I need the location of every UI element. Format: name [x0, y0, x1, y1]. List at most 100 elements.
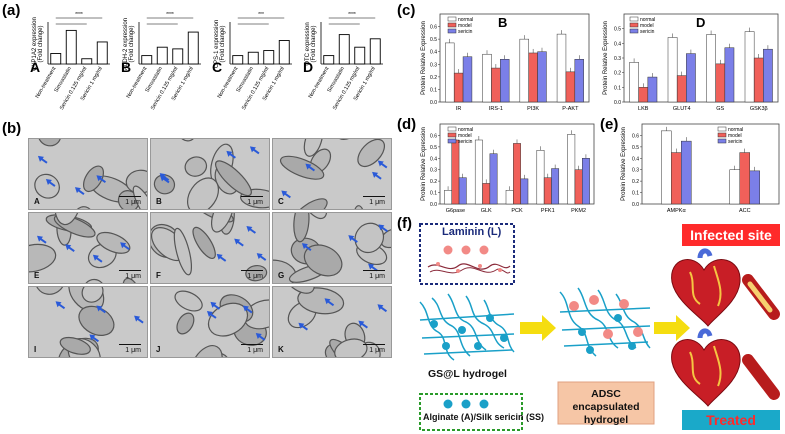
y-tick-label: 0.4	[632, 156, 639, 162]
panel-a-charts: CYP1A2 expression (Fold change)Non-treatm…	[30, 12, 383, 111]
legend-model: model	[728, 133, 742, 139]
scale-bar-label: 1 μm	[247, 273, 263, 280]
y-axis-label: Protein Relative Expression	[603, 21, 609, 95]
a-bar	[354, 46, 366, 65]
x-tick-label: AMPKα	[667, 208, 687, 214]
y-tick-label: 0.0	[632, 202, 639, 208]
a-ylabel2: (Fold change)	[129, 25, 135, 62]
a-ylabel2: (Fold change)	[38, 25, 44, 62]
heart-treated-icon	[671, 328, 741, 407]
bar-model	[676, 75, 687, 103]
tem-letter: K	[278, 345, 284, 354]
a-significance: ****	[348, 12, 356, 18]
a-bar	[323, 55, 335, 65]
bar-model	[715, 63, 726, 103]
a-ylabel: OTC expression	[305, 22, 311, 65]
x-tick-label: PFK1	[541, 208, 555, 214]
bar-model	[451, 139, 460, 205]
a-ylabel: CYP1A2 expression	[32, 17, 38, 71]
tem-letter: F	[156, 271, 161, 280]
legend-sericin: sericin	[458, 139, 473, 145]
hydrogel-network-left	[419, 293, 515, 361]
y-axis-label: Protein Relative Expression	[421, 127, 427, 201]
y-tick-label: 0.0	[430, 100, 437, 106]
bar-model	[491, 67, 501, 103]
a-bar	[278, 40, 290, 65]
y-tick-label: 0.0	[614, 100, 621, 106]
adsc-box	[557, 381, 655, 425]
a-bar	[141, 55, 153, 65]
y-tick-label: 0.6	[430, 25, 437, 31]
scale-bar-label: 1 μm	[125, 347, 141, 354]
y-tick-label: 0.1	[632, 191, 639, 197]
bar-normal	[729, 169, 740, 205]
tem-image: G 1 μm	[272, 212, 392, 284]
legend-model: model	[458, 133, 472, 139]
x-tick-label: PI3K	[527, 106, 539, 112]
bar-normal	[556, 33, 567, 103]
a-bar	[187, 31, 199, 65]
a-ylabel: ALDH-2 expression	[123, 18, 129, 70]
y-tick-label: 0.5	[430, 145, 437, 151]
bar-sericin	[520, 178, 529, 205]
tem-image: F 1 μm	[150, 212, 270, 284]
a-bar	[81, 58, 93, 65]
arrow-2	[654, 315, 690, 341]
y-tick-label: 0.3	[632, 168, 639, 174]
y-tick-label: 0.2	[430, 75, 437, 81]
x-tick-label: G6pase	[446, 208, 465, 214]
bar-sericin	[551, 168, 560, 205]
panel-label-e: (e)	[600, 116, 619, 133]
hydrogel-schematic: Laminin (L) GS@L hydrogel Alginate (A)/S…	[418, 222, 783, 432]
bar-normal	[567, 134, 576, 205]
legend-normal: normal	[640, 17, 655, 23]
panel-label-d: (d)	[397, 116, 417, 133]
bar-sericin	[489, 153, 498, 205]
y-tick-label: 0.3	[614, 56, 621, 62]
tem-letter: B	[156, 197, 162, 206]
legend-normal: normal	[458, 127, 473, 133]
bar-model	[574, 169, 583, 205]
y-tick-label: 0.1	[430, 87, 437, 93]
bar-sericin	[537, 51, 547, 103]
y-tick-label: 0.1	[430, 191, 437, 197]
tem-letter: I	[34, 345, 37, 354]
chart-title: B	[498, 15, 507, 30]
bar-sericin	[574, 59, 584, 103]
adsc-label: ADSC encapsulated hydrogel	[572, 388, 640, 426]
tem-letter: A	[34, 197, 40, 206]
y-axis-label: Protein Relative Expression	[421, 21, 427, 95]
bar-normal	[661, 130, 672, 205]
scale-bar-label: 1 μm	[369, 199, 385, 206]
a-chart-letter: D	[303, 59, 313, 75]
tem-letter: G	[278, 271, 285, 280]
a-bar	[96, 41, 108, 65]
bar-normal	[505, 190, 514, 205]
legend-model: model	[640, 23, 654, 29]
y-tick-label: 0.6	[632, 133, 639, 139]
y-tick-label: 0.1	[614, 85, 621, 91]
tem-image: A 1 μm	[28, 138, 148, 210]
a-ylabel2: (Fold change)	[220, 25, 226, 62]
bar-normal	[629, 62, 639, 103]
laminin-box	[419, 223, 515, 285]
bar-sericin	[749, 170, 760, 205]
y-tick-label: 0.3	[430, 168, 437, 174]
y-tick-label: 0.2	[614, 71, 621, 77]
a-ylabel: CPS-1 expression	[214, 20, 220, 68]
a-bar	[156, 46, 168, 65]
tem-image: E 1 μm	[28, 212, 148, 284]
scale-bar-label: 1 μm	[369, 347, 385, 354]
scale-bar-label: 1 μm	[125, 199, 141, 206]
x-tick-label: GS	[716, 106, 724, 112]
x-tick-label: GLUT4	[673, 106, 691, 112]
bar-normal	[444, 190, 452, 205]
a-significance: ****	[166, 12, 174, 18]
treated-label: Treated	[682, 410, 780, 430]
hydrogel-network-middle	[559, 287, 651, 357]
bar-sericin	[724, 47, 735, 103]
chart-e: Protein Relative Expression 0.0 0.1 0.2 0.3 0…	[621, 123, 780, 214]
x-tick-label: PCK	[511, 208, 523, 214]
